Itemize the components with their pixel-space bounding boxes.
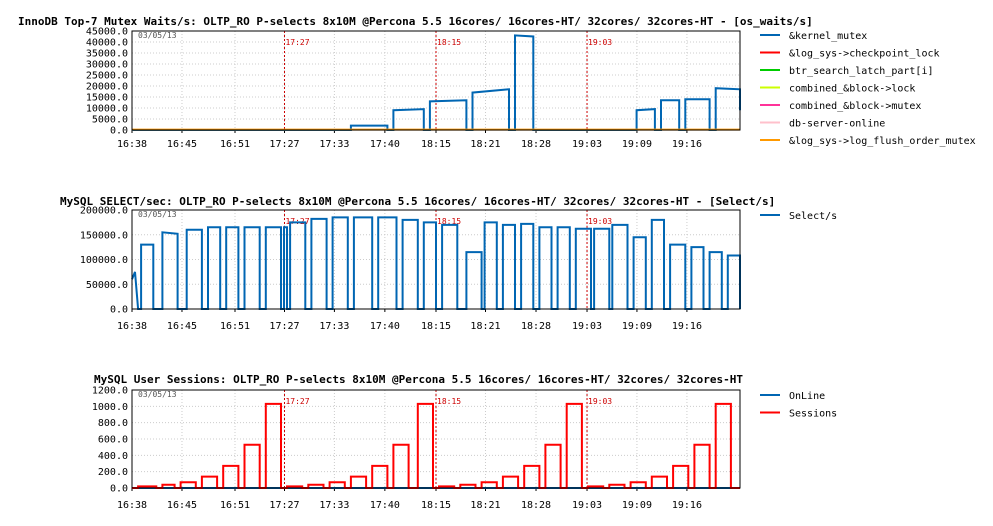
x-tick-label: 17:33 [319, 321, 349, 332]
series-line [132, 34, 741, 131]
legend-label: &log_sys->log_flush_order_mutex [789, 136, 976, 147]
marker-label: 19:03 [588, 217, 612, 226]
chart-1: InnoDB Top-7 Mutex Waits/s: OLTP_RO P-se… [18, 15, 976, 150]
legend-label: combined_&block->mutex [789, 101, 921, 112]
x-tick-label: 19:03 [572, 139, 602, 150]
plot-frame [131, 209, 741, 310]
x-tick-label: 16:45 [167, 139, 197, 150]
x-tick-label: 18:15 [421, 321, 451, 332]
x-tick-label: 17:27 [269, 500, 299, 511]
x-tick-label: 18:28 [521, 500, 551, 511]
legend-label: combined_&block->lock [789, 84, 915, 95]
legend-label: btr_search_latch_part[i] [789, 66, 934, 77]
series-line [131, 216, 741, 310]
x-tick-label: 16:51 [220, 500, 250, 511]
marker-label: 18:15 [437, 38, 461, 47]
x-tick-label: 17:33 [319, 500, 349, 511]
x-tick-label: 16:45 [167, 500, 197, 511]
y-tick-label: 10000.0 [86, 104, 128, 115]
legend-label: OnLine [789, 391, 825, 402]
chart-title: MySQL SELECT/sec: OLTP_RO P-selects 8x10… [60, 195, 775, 208]
y-tick-label: 1000.0 [92, 402, 128, 413]
chart-2: MySQL SELECT/sec: OLTP_RO P-selects 8x10… [60, 195, 837, 332]
y-tick-label: 0.0 [110, 305, 128, 316]
x-tick-label: 16:51 [220, 139, 250, 150]
x-tick-label: 16:38 [117, 139, 147, 150]
marker-label: 17:27 [285, 397, 309, 406]
date-label: 03/05/13 [138, 390, 177, 399]
y-tick-label: 35000.0 [86, 49, 128, 60]
marker-label: 19:03 [588, 397, 612, 406]
y-tick-label: 0.0 [110, 484, 128, 495]
x-tick-label: 18:15 [421, 500, 451, 511]
date-label: 03/05/13 [138, 31, 177, 40]
x-tick-label: 19:16 [672, 321, 702, 332]
x-tick-label: 19:16 [672, 500, 702, 511]
marker-label: 18:15 [437, 397, 461, 406]
y-tick-label: 600.0 [98, 435, 128, 446]
y-tick-label: 200000.0 [80, 206, 128, 217]
legend-label: &kernel_mutex [789, 31, 867, 42]
y-tick-label: 25000.0 [86, 71, 128, 82]
y-tick-label: 45000.0 [86, 27, 128, 38]
y-tick-label: 400.0 [98, 451, 128, 462]
y-tick-label: 30000.0 [86, 60, 128, 71]
x-tick-label: 18:28 [521, 321, 551, 332]
chart-3: MySQL User Sessions: OLTP_RO P-selects 8… [92, 373, 837, 511]
x-tick-label: 18:28 [521, 139, 551, 150]
x-tick-label: 18:15 [421, 139, 451, 150]
chart-title: InnoDB Top-7 Mutex Waits/s: OLTP_RO P-se… [18, 15, 813, 28]
marker-label: 17:27 [285, 38, 309, 47]
x-tick-label: 18:21 [470, 139, 500, 150]
y-tick-label: 150000.0 [80, 230, 128, 241]
x-tick-label: 17:40 [370, 500, 400, 511]
y-tick-label: 0.0 [110, 126, 128, 137]
legend-label: Sessions [789, 409, 837, 420]
x-tick-label: 17:27 [269, 321, 299, 332]
x-tick-label: 16:38 [117, 500, 147, 511]
x-tick-label: 17:40 [370, 321, 400, 332]
legend-label: &log_sys->checkpoint_lock [789, 49, 940, 60]
marker-label: 19:03 [588, 38, 612, 47]
y-tick-label: 15000.0 [86, 93, 128, 104]
x-tick-label: 17:27 [269, 139, 299, 150]
x-tick-label: 16:38 [117, 321, 147, 332]
plot-frame [131, 389, 741, 489]
x-tick-label: 16:45 [167, 321, 197, 332]
x-tick-label: 19:09 [622, 500, 652, 511]
legend-label: db-server-online [789, 119, 885, 130]
y-tick-label: 1200.0 [92, 386, 128, 397]
legend-label: Select/s [789, 211, 837, 222]
y-tick-label: 800.0 [98, 418, 128, 429]
marker-label: 18:15 [437, 217, 461, 226]
x-tick-label: 19:16 [672, 139, 702, 150]
x-tick-label: 17:40 [370, 139, 400, 150]
x-tick-label: 19:03 [572, 500, 602, 511]
plot-frame [131, 30, 741, 131]
x-tick-label: 17:33 [319, 139, 349, 150]
chart-title: MySQL User Sessions: OLTP_RO P-selects 8… [94, 373, 743, 386]
x-tick-label: 19:09 [622, 139, 652, 150]
y-tick-label: 40000.0 [86, 38, 128, 49]
date-label: 03/05/13 [138, 210, 177, 219]
y-tick-label: 50000.0 [86, 280, 128, 291]
x-tick-label: 16:51 [220, 321, 250, 332]
x-tick-label: 19:09 [622, 321, 652, 332]
y-tick-label: 5000.0 [92, 115, 128, 126]
y-tick-label: 200.0 [98, 467, 128, 478]
x-tick-label: 19:03 [572, 321, 602, 332]
x-tick-label: 18:21 [470, 321, 500, 332]
x-tick-label: 18:21 [470, 500, 500, 511]
y-tick-label: 100000.0 [80, 255, 128, 266]
y-tick-label: 20000.0 [86, 82, 128, 93]
